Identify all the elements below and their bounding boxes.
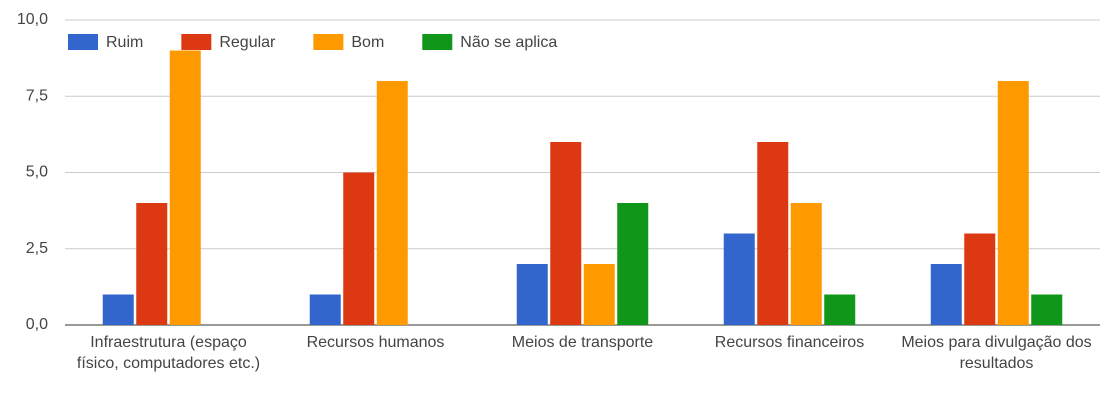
bar (824, 294, 856, 325)
x-tick-label: Meios de transporte (511, 334, 654, 351)
bar (757, 142, 789, 325)
legend-label: Ruim (106, 34, 143, 51)
bar (102, 294, 134, 325)
legend-label: Não se aplica (460, 34, 557, 51)
legend-label: Bom (351, 34, 384, 51)
legend-label: Regular (219, 34, 276, 51)
bar (550, 142, 582, 325)
legend-swatch (68, 34, 98, 50)
y-tick-label: 10,0 (17, 11, 48, 28)
bar (723, 233, 755, 325)
bar (343, 172, 375, 325)
y-tick-label: 5,0 (26, 164, 48, 181)
bar (997, 81, 1029, 325)
x-tick-label: Recursos humanos (306, 334, 445, 351)
bar (964, 233, 996, 325)
bar (516, 264, 548, 325)
bar (1031, 294, 1063, 325)
legend-swatch (422, 34, 453, 50)
y-tick-label: 2,5 (26, 240, 48, 257)
y-tick-label: 0,0 (26, 316, 48, 333)
bar (376, 81, 408, 325)
bar (583, 264, 615, 325)
y-tick-label: 7,5 (26, 87, 48, 104)
bar (136, 203, 168, 325)
bar (930, 264, 962, 325)
bar (169, 50, 201, 325)
bar (309, 294, 341, 325)
legend-swatch (313, 34, 344, 50)
legend-swatch (181, 34, 212, 50)
x-tick-label: Infraestrutura (espaço físico, computado… (76, 334, 261, 372)
x-tick-label: Meios para divulgação dos resultados (901, 334, 1092, 372)
bar (617, 203, 649, 325)
bar (790, 203, 822, 325)
x-tick-label: Recursos financeiros (714, 334, 865, 351)
